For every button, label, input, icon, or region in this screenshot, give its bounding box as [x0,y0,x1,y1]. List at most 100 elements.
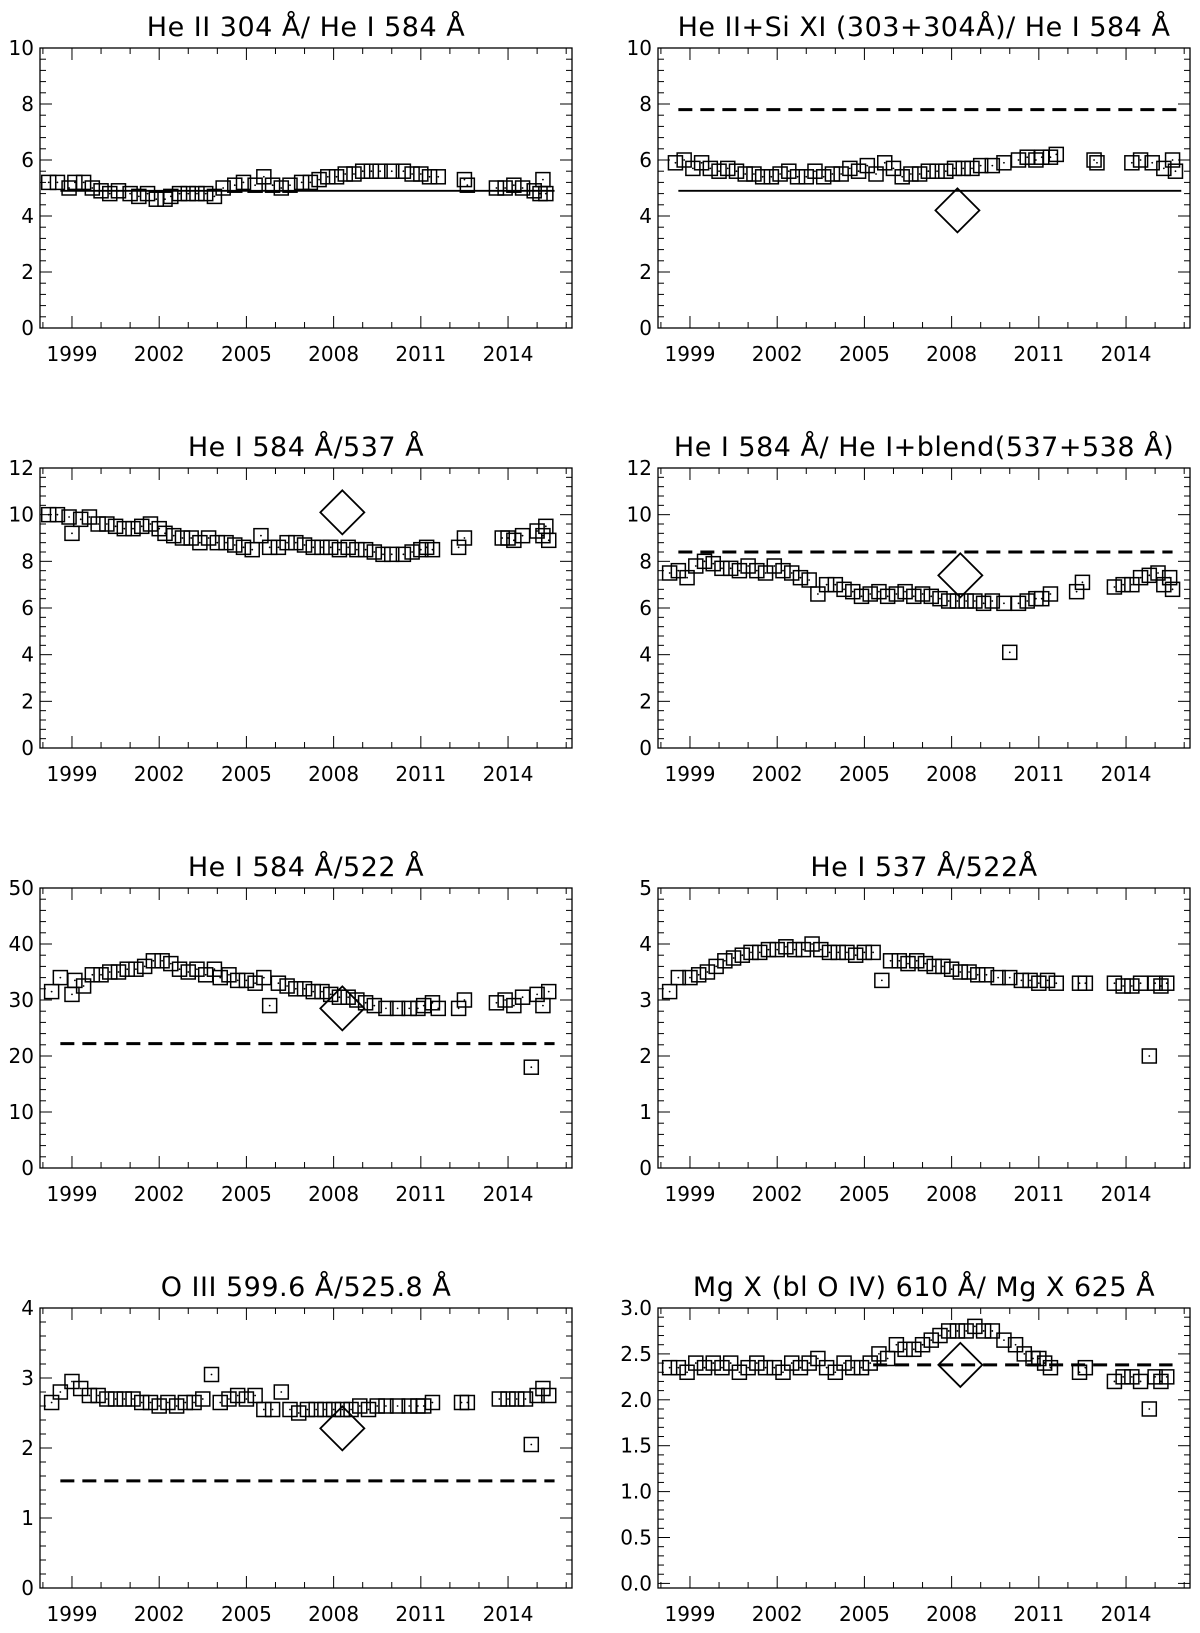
data-point [984,593,1001,609]
data-point-dot [715,965,718,968]
data-point-dot [135,968,137,971]
data-point [288,981,304,997]
data-point-dot [1130,1375,1133,1378]
data-point [331,541,348,558]
data-point [180,185,197,202]
data-point-dot [376,1405,379,1407]
data-point-dot [114,1398,117,1400]
data-point [256,169,272,185]
x-tick-label: 2005 [221,762,272,786]
data-point [229,972,246,989]
data-point-dot [277,982,280,985]
data-point-dot [878,590,880,593]
data-point [136,958,153,975]
data-point [772,166,788,182]
x-tick-label: 2005 [221,342,272,366]
data-point-dot [947,600,950,602]
data-point-dot [991,164,994,167]
data-point [189,961,205,977]
data-point [897,1341,913,1358]
data-point-dot [831,173,834,175]
data-point [273,1384,290,1400]
data-point-dot [126,968,129,971]
data-point-dot [828,951,831,954]
data-point-dot [91,973,94,976]
data-point [125,1391,141,1407]
data-point [363,163,380,179]
y-tick-label: 5 [639,876,652,900]
data-point-dot [985,973,988,976]
chart-panel-7: O III 599.6 Å/525.8 Å 0 1 2 3 4 1999 2002 2005 20… [21,1271,573,1626]
data-point [1077,975,1094,991]
data-point-dot [437,1007,440,1010]
data-point [789,169,806,185]
y-tick-label: 2.5 [620,1342,652,1366]
data-point [920,163,937,179]
chart-panel-1: He II 304 Å/ He I 584 Å 0 2 4 6 8 10 1999 2002 20… [9,11,573,366]
data-point-dot [1130,583,1133,586]
data-point-dot [991,600,994,602]
x-tick-label: 2011 [1013,1182,1064,1206]
data-point-dot [1139,1380,1142,1383]
data-point-dot [437,175,440,178]
data-point-dot [878,1353,880,1355]
data-point [731,562,748,579]
data-point [1031,1350,1047,1367]
data-point-dot [512,1004,515,1007]
data-point [1077,1359,1094,1376]
data-point-dot [204,973,207,976]
data-point [84,180,101,196]
data-point [897,583,913,600]
data-point-dot [335,175,338,178]
data-point [40,506,57,523]
data-point-dot [872,951,875,954]
y-tick-label: 2 [639,260,652,284]
data-point [717,953,733,969]
data-point [1164,152,1181,168]
data-point-dot [918,173,921,175]
data-point [142,1394,159,1411]
data-point-dot [782,569,784,572]
data-point-dot [703,1366,706,1369]
data-point-dot [892,167,895,170]
y-tick-label: 1.0 [620,1480,652,1504]
data-point [775,562,791,579]
data-point [209,534,226,551]
data-point [282,177,298,193]
data-point [413,166,429,182]
data-point [879,588,896,605]
data-point-dot [904,1348,907,1351]
data-point [357,541,374,558]
data-point [807,163,823,179]
data-point-dot [735,170,738,173]
data-point-dot [341,1408,344,1411]
data-point-dot [547,1394,550,1397]
data-point [40,174,57,191]
y-tick-label: 0 [21,736,34,760]
data-point-dot [193,1401,195,1404]
data-point-dot [370,170,373,173]
y-tick-label: 10 [9,36,34,60]
data-point [90,1387,106,1404]
data-point-dot [846,951,848,954]
data-point [661,1359,678,1376]
data-point [1039,972,1056,989]
data-point-dot [723,959,726,962]
data-point-dot [747,1366,750,1369]
data-point-dot [808,579,811,581]
data-point-dot [321,546,323,549]
data-point [72,511,89,528]
data-point-dot [294,987,297,990]
data-point [693,155,710,171]
data-point-dot [268,1004,271,1007]
data-point [1141,567,1158,584]
data-point [424,995,441,1011]
data-point [1068,583,1085,600]
data-point [497,992,513,1008]
data-point-dot [883,161,886,164]
data-point [1124,978,1140,994]
data-point-dot [71,993,73,996]
data-point [378,1000,394,1017]
data-point-dot [982,602,985,605]
